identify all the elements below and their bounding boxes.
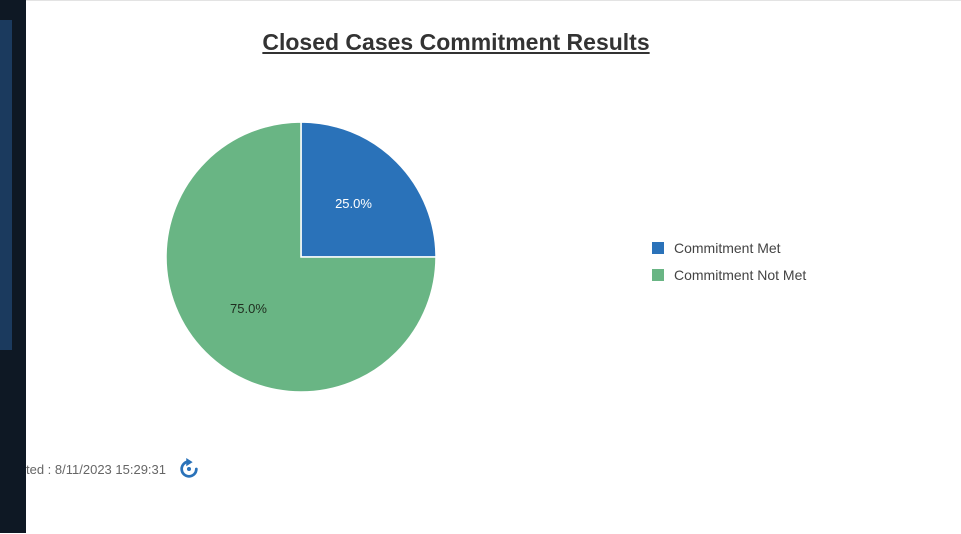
chart-panel: Closed Cases Commitment Results 25.0% 75.…	[26, 0, 961, 534]
legend-item-commitment-not-met[interactable]: Commitment Not Met	[652, 261, 806, 288]
legend-item-commitment-met[interactable]: Commitment Met	[652, 234, 806, 261]
left-edge-accent	[0, 20, 12, 350]
last-updated-text: ted : 8/11/2023 15:29:31	[26, 461, 166, 477]
pie-slice-commitment-met[interactable]	[300, 121, 437, 258]
chart-title: Closed Cases Commitment Results	[262, 29, 650, 55]
legend-label: Commitment Met	[674, 239, 781, 256]
refresh-icon[interactable]	[178, 458, 200, 480]
legend-swatch	[652, 268, 664, 281]
legend-swatch	[652, 241, 664, 254]
slice-data-label: 25.0%	[335, 196, 372, 211]
slice-data-label: 75.0%	[230, 301, 267, 316]
last-updated-footer: ted : 8/11/2023 15:29:31	[26, 458, 200, 480]
pie-chart: 25.0% 75.0%	[165, 121, 437, 393]
pie-slice-commitment-not-met[interactable]	[165, 121, 437, 393]
chart-legend: Commitment Met Commitment Not Met	[652, 234, 806, 288]
left-window-edge	[0, 0, 26, 533]
legend-label: Commitment Not Met	[674, 266, 807, 283]
